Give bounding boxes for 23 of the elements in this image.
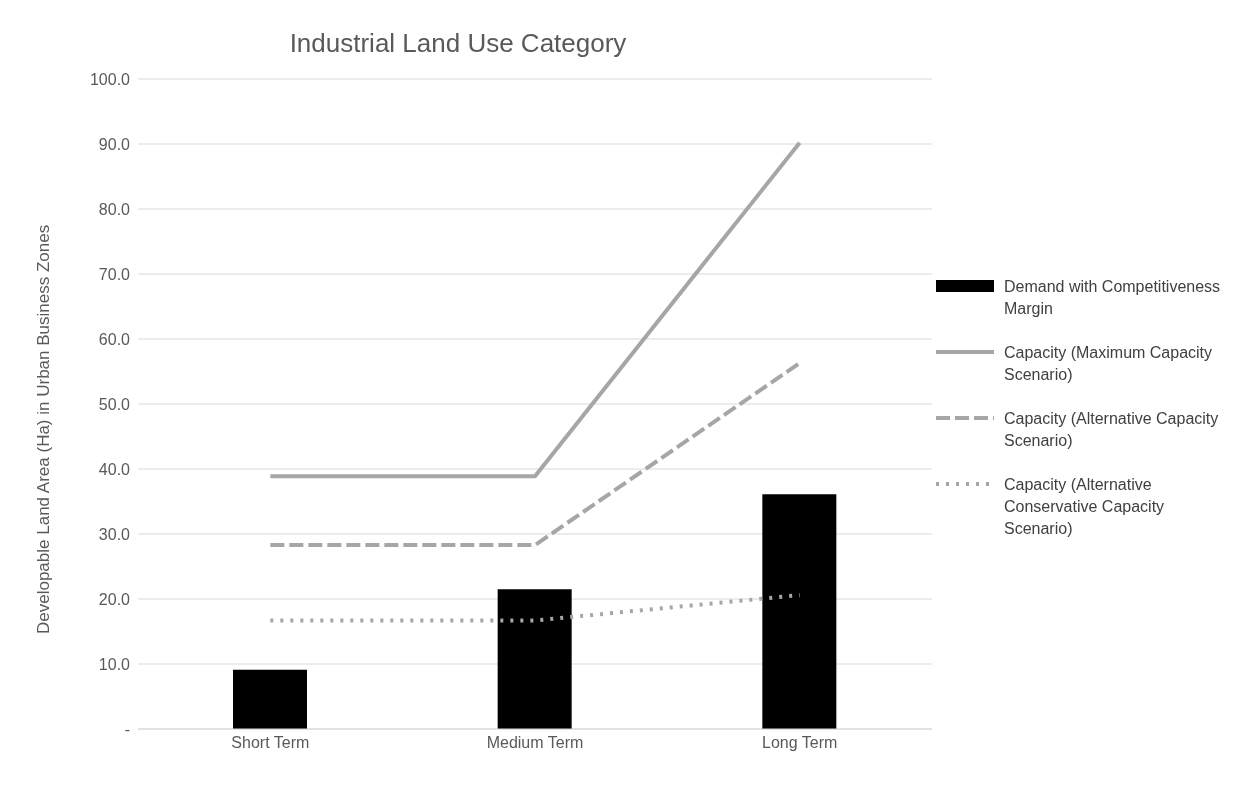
y-tick-label: 40.0 xyxy=(98,460,131,478)
y-tick-label: 100.0 xyxy=(89,70,131,88)
y-tick-label: 60.0 xyxy=(98,330,131,348)
y-tick-label: - xyxy=(124,720,130,738)
y-tick-label: 90.0 xyxy=(98,135,131,153)
y-tick-label: 10.0 xyxy=(98,655,131,673)
legend-label: Capacity (Alternative Conservative Capacity Scenario) xyxy=(1004,475,1166,539)
x-tick-label: Medium Term xyxy=(486,734,584,752)
legend-label: Demand with Competitiveness Margin xyxy=(1004,277,1222,319)
legend-label: Capacity (Alternative Capacity Scenario) xyxy=(1004,409,1220,451)
y-tick-label: 80.0 xyxy=(98,200,131,218)
y-tick-label: 30.0 xyxy=(98,525,131,543)
bar xyxy=(762,494,837,729)
y-axis-title: Developable Land Area (Ha) in Urban Business Zones xyxy=(34,224,54,634)
x-tick-label: Long Term xyxy=(762,734,838,752)
y-tick-label: 70.0 xyxy=(98,265,131,283)
bar xyxy=(233,669,307,729)
chart-title: Industrial Land Use Category xyxy=(288,27,628,59)
x-tick-label: Short Term xyxy=(231,734,310,752)
y-tick-label: 50.0 xyxy=(98,395,131,413)
legend-label: Capacity (Maximum Capacity Scenario) xyxy=(1004,343,1214,385)
y-tick-label: 20.0 xyxy=(98,590,131,608)
bar xyxy=(497,589,572,729)
